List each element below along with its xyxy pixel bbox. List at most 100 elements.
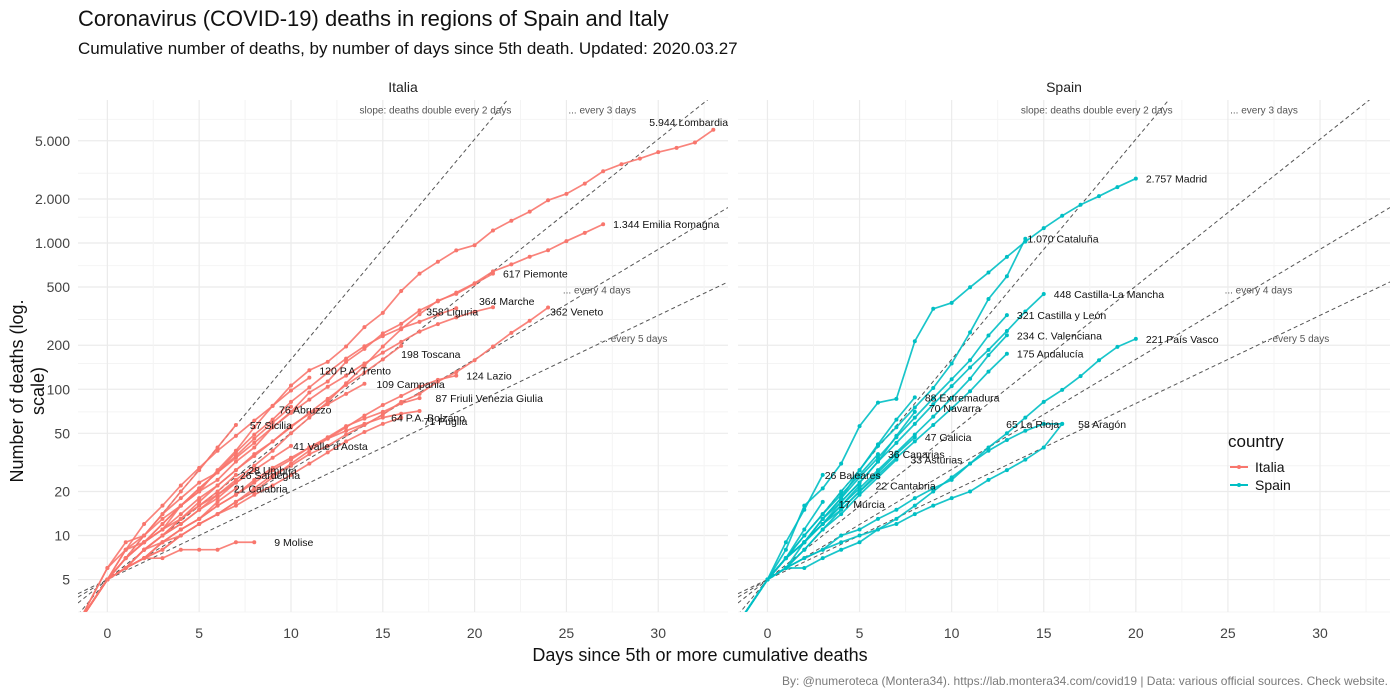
data-point	[270, 417, 275, 422]
data-point	[233, 422, 238, 427]
data-point	[912, 421, 917, 426]
series-end-label: 2.757 Madrid	[1146, 174, 1207, 186]
x-tick-label: 15	[375, 625, 391, 641]
data-point	[160, 556, 165, 561]
facet-panel-spain: Spain 0 5 10 15 20 25 30 slope: deaths double ev…	[738, 79, 1390, 641]
data-point	[435, 259, 440, 264]
data-point	[875, 442, 880, 447]
series-line	[744, 338, 1137, 612]
data-point	[380, 403, 385, 408]
data-point	[417, 312, 422, 317]
y-tick-label: 50	[54, 425, 70, 441]
data-point	[839, 503, 844, 508]
data-point	[490, 344, 495, 349]
series-end-label: 362 Veneto	[550, 307, 603, 319]
data-point	[839, 533, 844, 538]
data-point	[619, 162, 624, 167]
data-point	[215, 477, 220, 482]
data-point	[233, 472, 238, 477]
data-point	[802, 533, 807, 538]
data-point	[857, 489, 862, 494]
legend: country Italia Spain	[1228, 432, 1291, 494]
data-point	[1096, 194, 1101, 199]
data-point	[783, 556, 788, 561]
data-point	[380, 310, 385, 315]
series-end-label: 21 Calabria	[234, 483, 288, 495]
data-point	[178, 547, 183, 552]
data-point	[288, 472, 293, 477]
facet-title: Spain	[1046, 79, 1082, 95]
data-point	[344, 428, 349, 433]
data-point	[968, 489, 973, 494]
data-point	[344, 432, 349, 437]
data-point	[417, 329, 422, 334]
data-point	[215, 445, 220, 450]
data-point	[233, 453, 238, 458]
legend-item-italia: Italia	[1228, 458, 1291, 476]
data-point	[986, 445, 991, 450]
data-point	[1096, 358, 1101, 363]
data-point	[399, 401, 404, 406]
data-point	[160, 521, 165, 526]
doubling-guide-label: ... every 4 days	[1225, 286, 1293, 297]
data-point	[233, 468, 238, 473]
data-point	[765, 577, 770, 582]
legend-key-italia	[1228, 458, 1250, 476]
data-point	[325, 443, 330, 448]
data-point	[1060, 421, 1065, 426]
data-point	[1133, 176, 1138, 181]
data-point	[1023, 309, 1028, 314]
data-point	[123, 556, 128, 561]
x-tick-label: 0	[103, 625, 111, 641]
data-point	[197, 516, 202, 521]
facet-title: Italia	[388, 79, 418, 95]
data-point	[1023, 428, 1028, 433]
data-point	[142, 547, 147, 552]
data-point	[252, 418, 257, 423]
data-point	[344, 439, 349, 444]
legend-key-spain	[1228, 476, 1250, 494]
data-point	[931, 306, 936, 311]
data-point	[270, 439, 275, 444]
doubling-guide-label: ... every 3 days	[1230, 105, 1298, 116]
plot-area	[78, 100, 728, 612]
x-tick-label: 15	[1036, 625, 1052, 641]
data-point	[178, 533, 183, 538]
data-point	[233, 486, 238, 491]
data-point	[931, 396, 936, 401]
data-point	[215, 496, 220, 501]
data-point	[802, 527, 807, 532]
caption: By: @numeroteca (Montera34). https://lab…	[781, 674, 1388, 688]
data-point	[949, 377, 954, 382]
data-point	[215, 547, 220, 552]
data-point	[233, 433, 238, 438]
legend-title: country	[1228, 432, 1284, 451]
data-point	[380, 344, 385, 349]
data-point	[380, 409, 385, 414]
data-point	[820, 472, 825, 477]
series-end-label: 47 Galicia	[925, 432, 972, 444]
series-end-label: 120 P.A. Trento	[319, 366, 391, 378]
data-point	[931, 414, 936, 419]
data-point	[197, 496, 202, 501]
data-point	[857, 472, 862, 477]
data-point	[288, 404, 293, 409]
data-point	[288, 424, 293, 429]
data-point	[546, 198, 551, 203]
data-point	[197, 503, 202, 508]
data-point	[1004, 431, 1009, 436]
data-point	[325, 370, 330, 375]
series-end-label: 36 Canarias	[888, 449, 945, 461]
data-point	[857, 527, 862, 532]
data-point	[912, 395, 917, 400]
data-point	[233, 450, 238, 455]
data-point	[307, 415, 312, 420]
plot-area	[738, 100, 1390, 612]
data-point	[307, 445, 312, 450]
legend-label-italia: Italia	[1255, 459, 1285, 475]
data-point	[1004, 351, 1009, 356]
series-end-label: 617 Piemonte	[503, 269, 568, 281]
doubling-guide-line	[78, 100, 709, 604]
data-point	[601, 222, 606, 227]
data-point	[233, 540, 238, 545]
